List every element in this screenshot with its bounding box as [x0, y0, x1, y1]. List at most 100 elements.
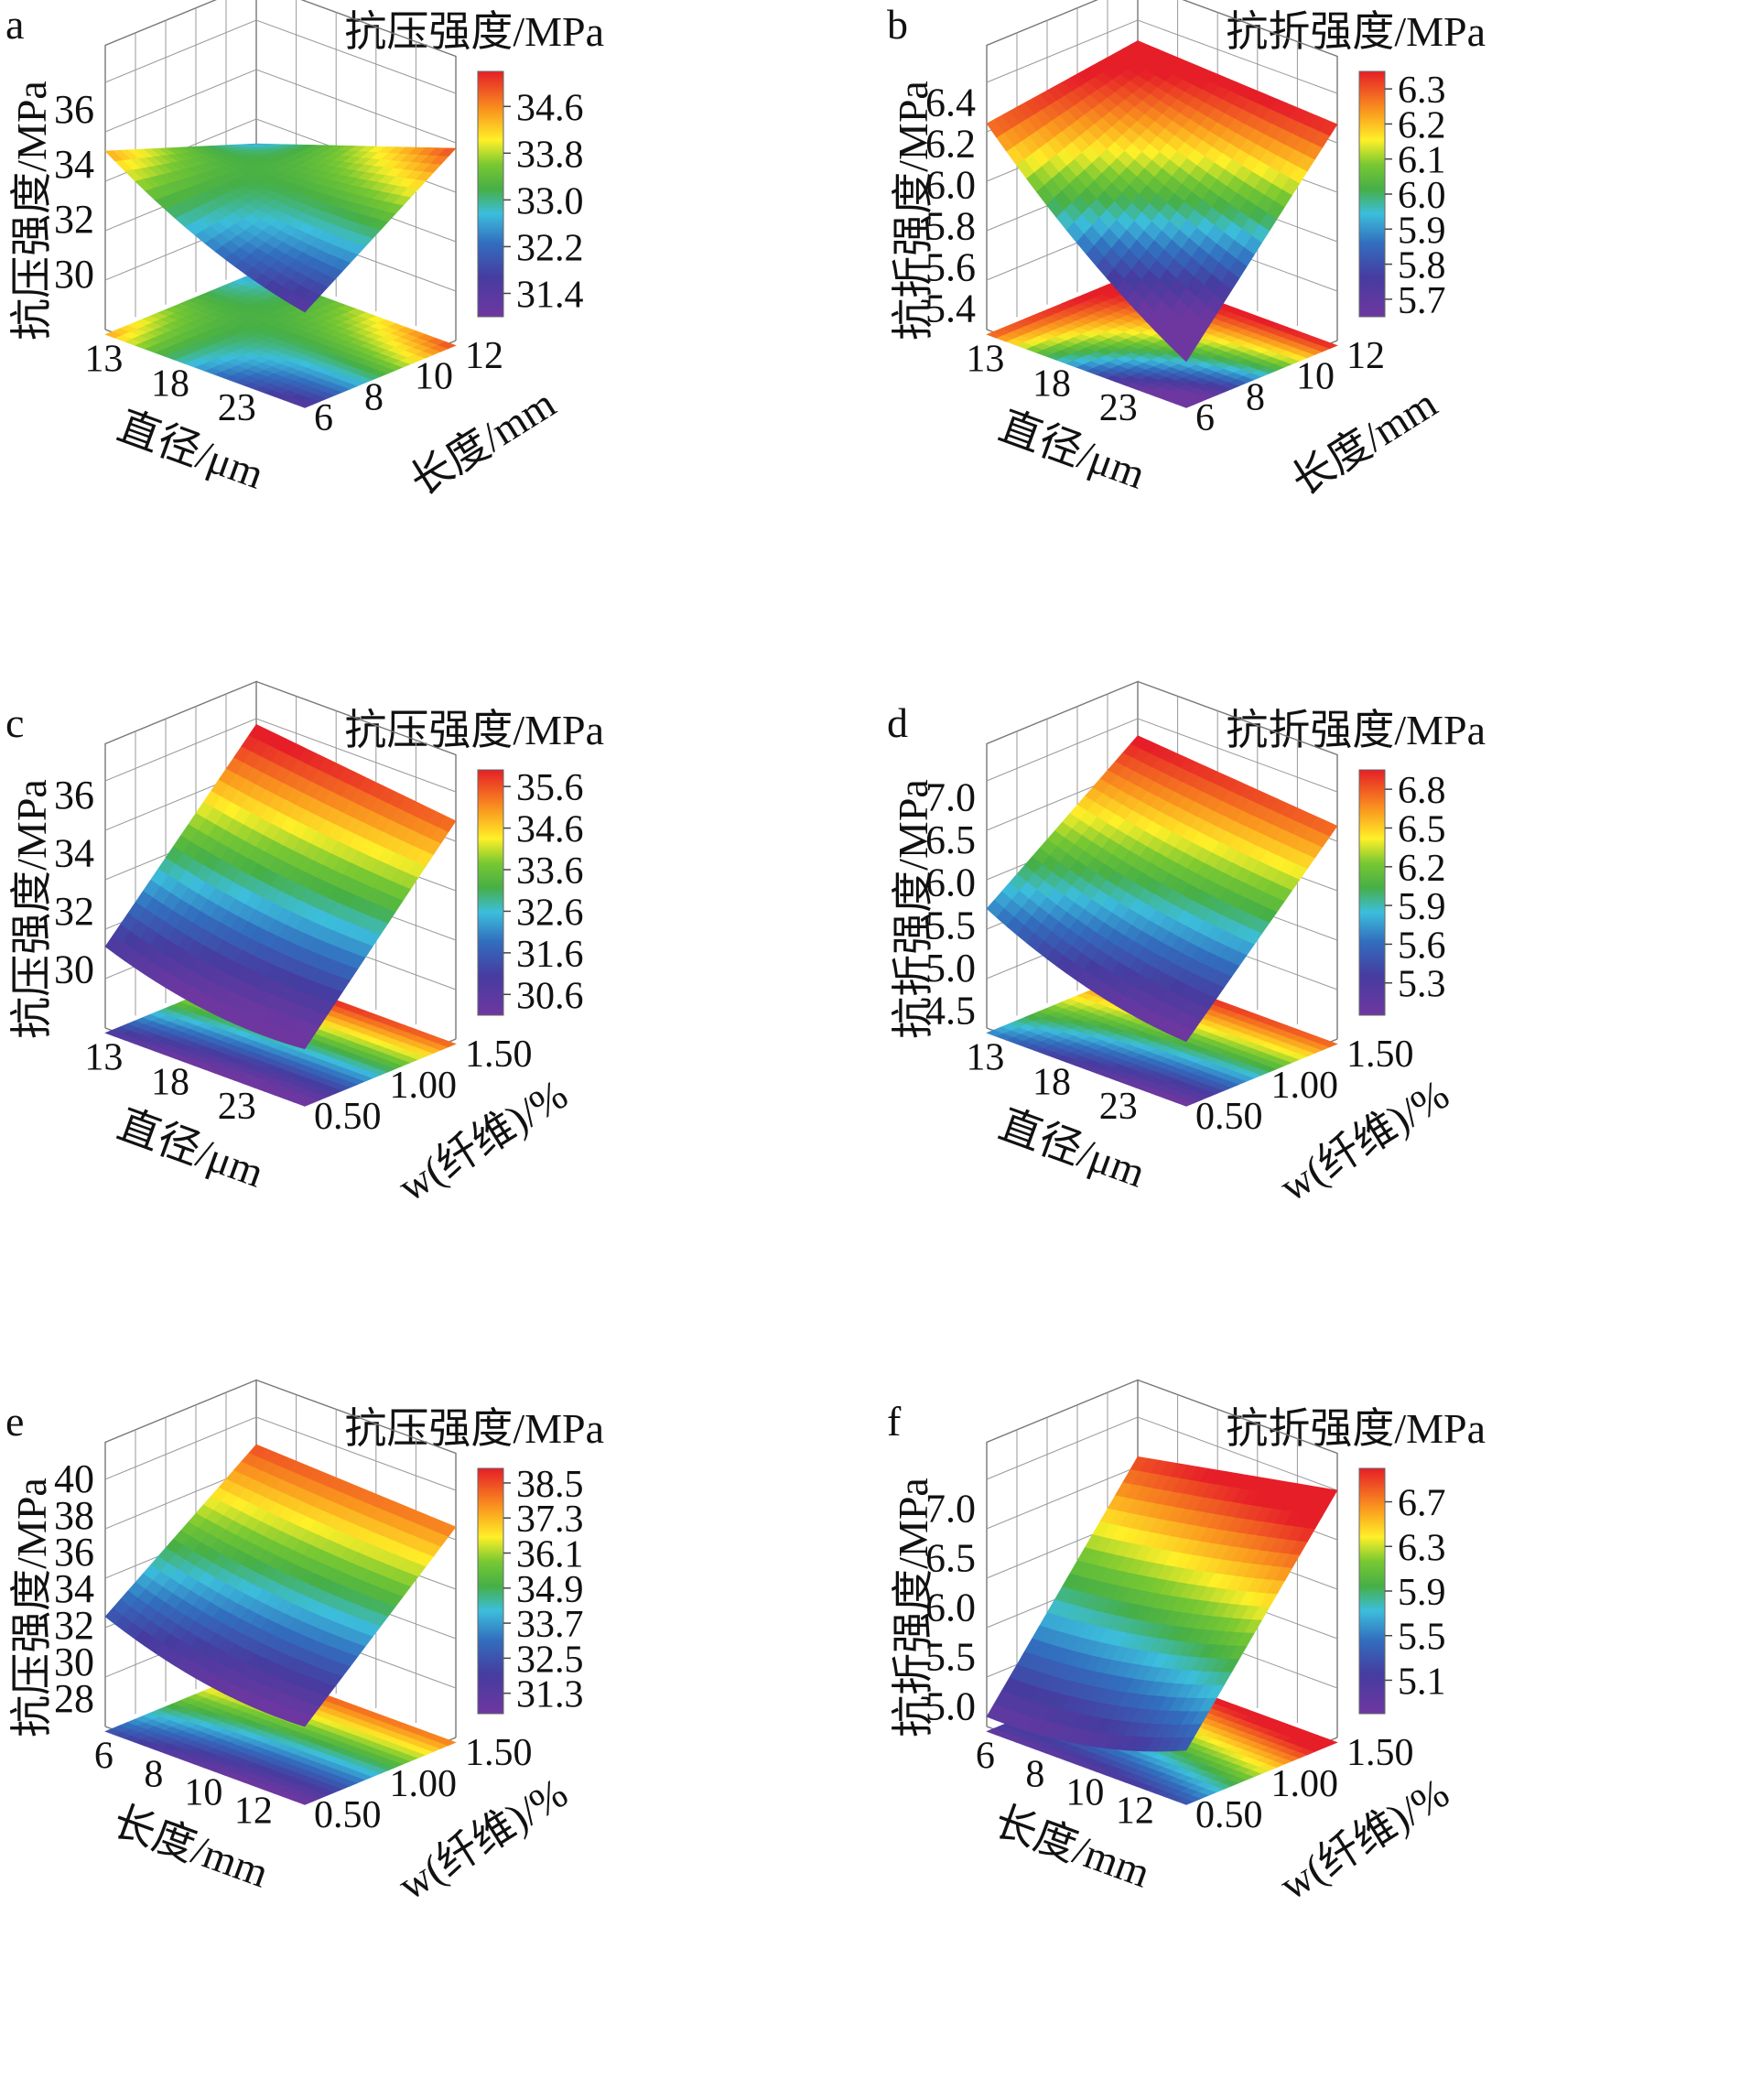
y-tick-label: 1.00: [390, 1763, 458, 1805]
colorbar: [478, 1468, 503, 1714]
y-tick-label: 12: [465, 335, 503, 377]
panel-label: f: [887, 1398, 902, 1445]
y-tick-label: 1.00: [1271, 1065, 1339, 1107]
y-tick-label: 12: [1346, 335, 1385, 377]
surface: [987, 736, 1337, 1042]
x-tick-label: 13: [84, 1037, 123, 1079]
colorbar-tick-label: 35.6: [516, 767, 584, 809]
colorbar-tick-label: 34.6: [516, 809, 584, 851]
colorbar-tick-label: 31.6: [516, 934, 584, 976]
colorbar-tick-label: 6.2: [1398, 848, 1446, 890]
y-tick-label: 6: [1195, 397, 1215, 439]
x-tick-label: 23: [1099, 1086, 1138, 1128]
colorbar-tick-label: 5.6: [1398, 925, 1446, 967]
colorbar-tick-label: 31.4: [516, 274, 584, 316]
colorbar-tick-label: 34.6: [516, 87, 584, 129]
panel-label: d: [887, 699, 908, 746]
colorbar: [478, 71, 503, 317]
panel-label: a: [5, 1, 24, 48]
chart-title: 抗折强度/MPa: [1226, 1405, 1486, 1452]
grid-line: [105, 70, 456, 143]
x-tick-label: 8: [144, 1754, 163, 1796]
colorbar-tick-label: 6.8: [1398, 770, 1446, 812]
colorbar: [1359, 71, 1385, 317]
y-tick-label: 1.50: [1346, 1034, 1414, 1076]
y-tick-label: 0.50: [314, 1096, 382, 1138]
z-axis-label: 抗折强度/MPa: [890, 1478, 936, 1737]
z-tick-label: 30: [54, 252, 94, 297]
y-tick-label: 6: [314, 397, 333, 439]
colorbar-tick-label: 31.3: [516, 1674, 584, 1716]
y-tick-label: 1.50: [465, 1732, 533, 1774]
z-tick-label: 36: [54, 773, 94, 817]
y-axis-label: 长度/mm: [1283, 379, 1445, 504]
surface: [105, 724, 456, 1048]
x-tick-label: 23: [1099, 387, 1138, 429]
y-tick-label: 0.50: [1195, 1096, 1263, 1138]
colorbar-tick-label: 5.7: [1398, 280, 1446, 322]
colorbar-tick-label: 33.0: [516, 180, 584, 222]
colorbar-tick-label: 32.2: [516, 227, 584, 269]
colorbar-tick-label: 33.8: [516, 134, 584, 176]
colorbar-tick-label: 6.5: [1398, 808, 1446, 850]
y-tick-label: 10: [415, 356, 453, 398]
x-tick-label: 18: [151, 1061, 189, 1103]
x-tick-label: 23: [218, 387, 256, 429]
y-tick-label: 0.50: [314, 1794, 382, 1836]
z-tick-label: 32: [54, 889, 94, 934]
chart-title: 抗压强度/MPa: [344, 1405, 604, 1452]
z-tick-label: 34: [54, 830, 94, 875]
chart-title: 抗折强度/MPa: [1226, 707, 1486, 753]
z-tick-label: 32: [54, 197, 94, 242]
z-axis-label: 抗压强度/MPa: [8, 81, 55, 341]
z-axis-label: 抗压强度/MPa: [8, 779, 55, 1039]
x-tick-label: 10: [184, 1772, 222, 1814]
chart-title: 抗折强度/MPa: [1226, 8, 1486, 55]
chart-title: 抗压强度/MPa: [344, 8, 604, 55]
y-tick-label: 1.00: [390, 1065, 458, 1107]
y-tick-label: 10: [1296, 356, 1335, 398]
y-tick-label: 8: [364, 376, 384, 418]
chart-title: 抗压强度/MPa: [344, 707, 604, 753]
colorbar-tick-label: 33.6: [516, 850, 584, 893]
x-tick-label: 13: [966, 339, 1004, 381]
colorbar: [1359, 770, 1385, 1015]
colorbar-tick-label: 32.6: [516, 892, 584, 934]
x-tick-label: 13: [84, 339, 123, 381]
y-tick-label: 8: [1246, 376, 1265, 418]
x-tick-label: 18: [151, 363, 189, 405]
x-tick-label: 6: [94, 1736, 114, 1778]
y-tick-label: 1.50: [465, 1034, 533, 1076]
y-axis-label: 长度/mm: [402, 379, 564, 504]
x-tick-label: 18: [1032, 1061, 1071, 1103]
z-tick-label: 36: [54, 87, 94, 132]
x-tick-label: 23: [218, 1086, 256, 1128]
panel-label: b: [887, 1, 908, 48]
z-axis-label: 抗压强度/MPa: [8, 1478, 55, 1737]
z-tick-label: 30: [54, 947, 94, 991]
z-axis-label: 抗折强度/MPa: [890, 779, 936, 1039]
x-tick-label: 18: [1032, 363, 1071, 405]
colorbar-tick-label: 5.3: [1398, 964, 1446, 1006]
x-tick-label: 13: [966, 1037, 1004, 1079]
surface: [105, 144, 456, 312]
z-axis-label: 抗折强度/MPa: [890, 81, 936, 341]
surface: [987, 1456, 1337, 1751]
panel-label: e: [5, 1398, 24, 1445]
z-tick-label: 34: [54, 142, 94, 187]
surface: [105, 1445, 456, 1727]
colorbar: [478, 770, 503, 1015]
x-tick-label: 12: [234, 1791, 273, 1833]
